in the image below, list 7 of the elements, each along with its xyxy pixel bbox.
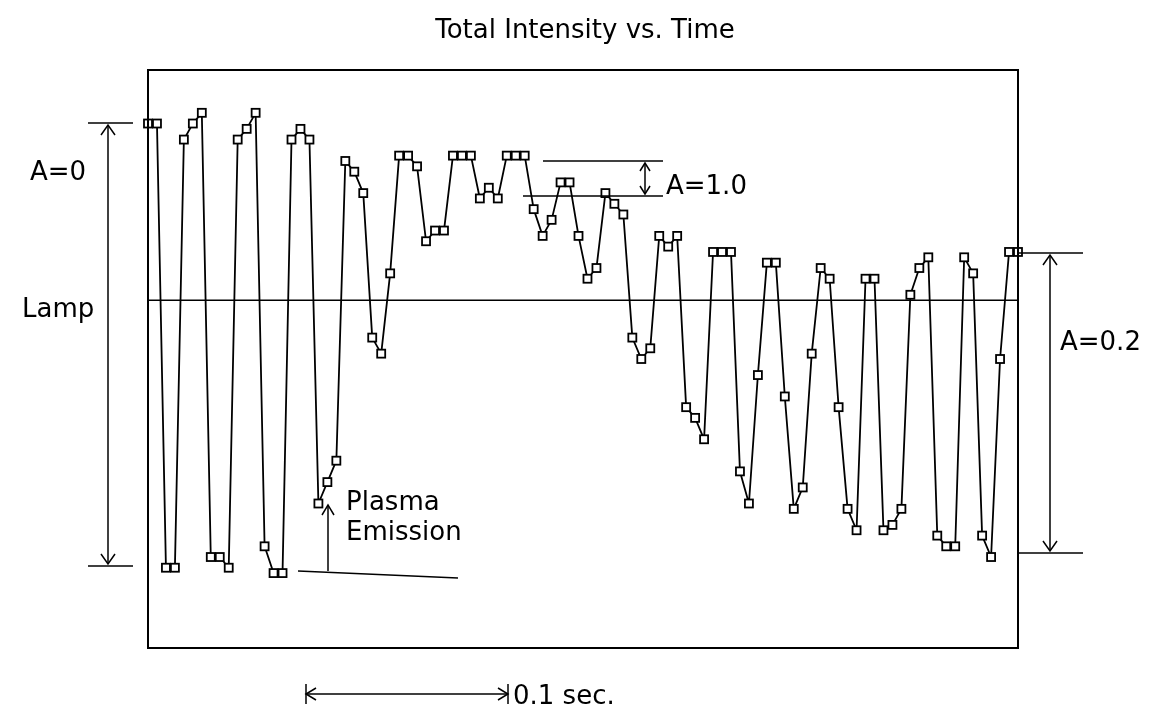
- text: A=0.2: [1060, 326, 1141, 356]
- annotation: A=1.0: [666, 170, 747, 200]
- text: Lamp: [22, 293, 95, 323]
- text: 0.1 sec.: [513, 680, 615, 710]
- text: A=0: [30, 156, 87, 186]
- annotation: Plasma Emission: [346, 486, 463, 546]
- chart-title: Total Intensity vs. Time: [434, 14, 736, 44]
